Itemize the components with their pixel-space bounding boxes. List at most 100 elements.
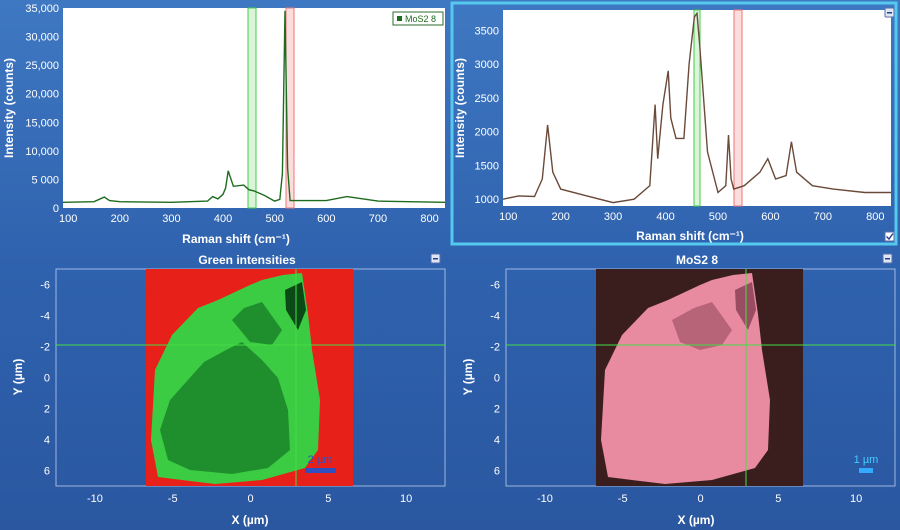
checkmark-icon [886,233,894,241]
series-line [62,10,446,204]
minimize-icon [885,258,890,260]
scale-bar [305,468,336,473]
x-axis-label: Raman shift (cm⁻¹) [182,232,290,246]
y-tick-label: 1000 [475,194,499,206]
minimize-button[interactable] [882,253,893,264]
y-tick-label: 2500 [475,93,499,105]
checkbox[interactable] [884,231,895,242]
y-tick-label: 4 [44,435,50,447]
y-tick-label: 30,000 [25,32,59,44]
x-axis-ticks: 100 200 300 400 500 600 700 800 [59,213,439,225]
x-tick-label: -10 [537,493,553,505]
y-tick-label: 20,000 [25,89,59,101]
y-tick-label: 0 [44,373,50,385]
x-tick-label: 0 [697,493,703,505]
minimize-button[interactable] [884,7,895,18]
x-tick-label: 500 [265,213,283,225]
x-axis-ticks: -10 -5 0 5 10 [537,493,862,505]
green-band-marker[interactable] [247,7,257,209]
x-tick-label: 10 [400,493,412,505]
flake-fold-region [672,302,732,350]
y-axis-ticks: -6 -4 -2 0 2 4 6 [40,280,50,478]
spectrum-left-plot-area[interactable] [63,8,445,208]
y-axis-ticks: 1000 1500 2000 2500 3000 3500 [475,25,499,206]
x-tick-label: 100 [59,213,77,225]
spectrum-right-panel: 100 200 300 400 500 600 700 800 1000 1500 2000 250… [450,1,898,246]
x-tick-label: 600 [761,211,779,223]
map-title: MoS2 8 [676,253,718,267]
y-axis-ticks: -6 -4 -2 0 2 4 6 [490,280,500,478]
scale-bar-label: 1 µm [854,454,879,466]
minimize-icon [433,258,438,260]
red-band-marker[interactable] [733,9,743,207]
x-axis-label: X (µm) [232,513,269,527]
x-axis-ticks: -10 -5 0 5 10 [87,493,412,505]
y-tick-label: 1500 [475,160,499,172]
y-tick-label: 3500 [475,25,499,37]
legend-label: MoS2 8 [405,14,436,24]
y-tick-label: -6 [40,280,50,292]
x-tick-label: 700 [369,213,387,225]
x-tick-label: 400 [214,213,232,225]
y-tick-label: 3000 [475,59,499,71]
y-tick-label: 10,000 [25,146,59,158]
y-tick-label: -6 [490,280,500,292]
legend-swatch [397,16,402,21]
y-tick-label: 6 [494,466,500,478]
flake-thick-region [160,342,290,474]
y-tick-label: -2 [490,342,500,354]
x-axis-label: X (µm) [678,513,715,527]
flake-fold-region [232,302,282,345]
spectrum-left-panel: MoS2 8 100 200 300 400 500 600 700 800 0 5 000 10… [2,3,446,246]
y-axis-label: Intensity (counts) [2,58,16,158]
x-tick-label: 800 [866,211,884,223]
y-axis-label: Y (µm) [11,359,25,396]
spectrum-right-plot-area[interactable] [503,10,891,206]
x-axis-label: Raman shift (cm⁻¹) [636,229,744,243]
y-axis-ticks: 0 5 000 10,000 15,000 20,000 25,000 30,000 35,0… [25,3,59,215]
y-tick-label: 5 000 [31,174,59,186]
scale-bar [859,468,873,473]
y-axis-label: Intensity (counts) [453,58,467,158]
y-tick-label: 2000 [475,127,499,139]
series-line [502,11,891,204]
x-tick-label: 300 [162,213,180,225]
map-title: Green intensities [198,253,296,267]
y-tick-label: -2 [40,342,50,354]
y-tick-label: 0 [53,203,59,215]
x-tick-label: 600 [317,213,335,225]
x-axis-ticks: 100 200 300 400 500 600 700 800 [499,211,884,223]
x-tick-label: 200 [551,211,569,223]
y-tick-label: -4 [490,311,500,323]
minimize-icon [887,12,892,14]
map-left-panel: Green intensities 2 µm -10 -5 0 5 10 -6 -4 -2 0… [11,253,446,527]
x-tick-label: 300 [604,211,622,223]
x-tick-label: 200 [111,213,129,225]
y-tick-label: 0 [494,373,500,385]
x-tick-label: 100 [499,211,517,223]
legend: MoS2 8 [392,11,444,26]
x-tick-label: -5 [618,493,628,505]
selection-border [450,1,898,246]
y-tick-label: 4 [494,435,500,447]
y-tick-label: 6 [44,466,50,478]
x-tick-label: -10 [87,493,103,505]
y-tick-label: -4 [40,311,50,323]
scale-bar-label: 2 µm [308,454,333,466]
x-tick-label: 500 [709,211,727,223]
y-tick-label: 35,000 [25,3,59,15]
x-tick-label: 700 [814,211,832,223]
x-tick-label: 5 [775,493,781,505]
y-tick-label: 25,000 [25,60,59,72]
y-axis-label: Y (µm) [461,359,475,396]
x-tick-label: 5 [325,493,331,505]
y-tick-label: 15,000 [25,117,59,129]
green-band-marker[interactable] [693,9,701,207]
minimize-button[interactable] [430,253,441,264]
y-tick-label: 2 [44,404,50,416]
spectrum-left-series [62,10,446,204]
y-tick-label: 2 [494,404,500,416]
x-tick-label: 0 [247,493,253,505]
